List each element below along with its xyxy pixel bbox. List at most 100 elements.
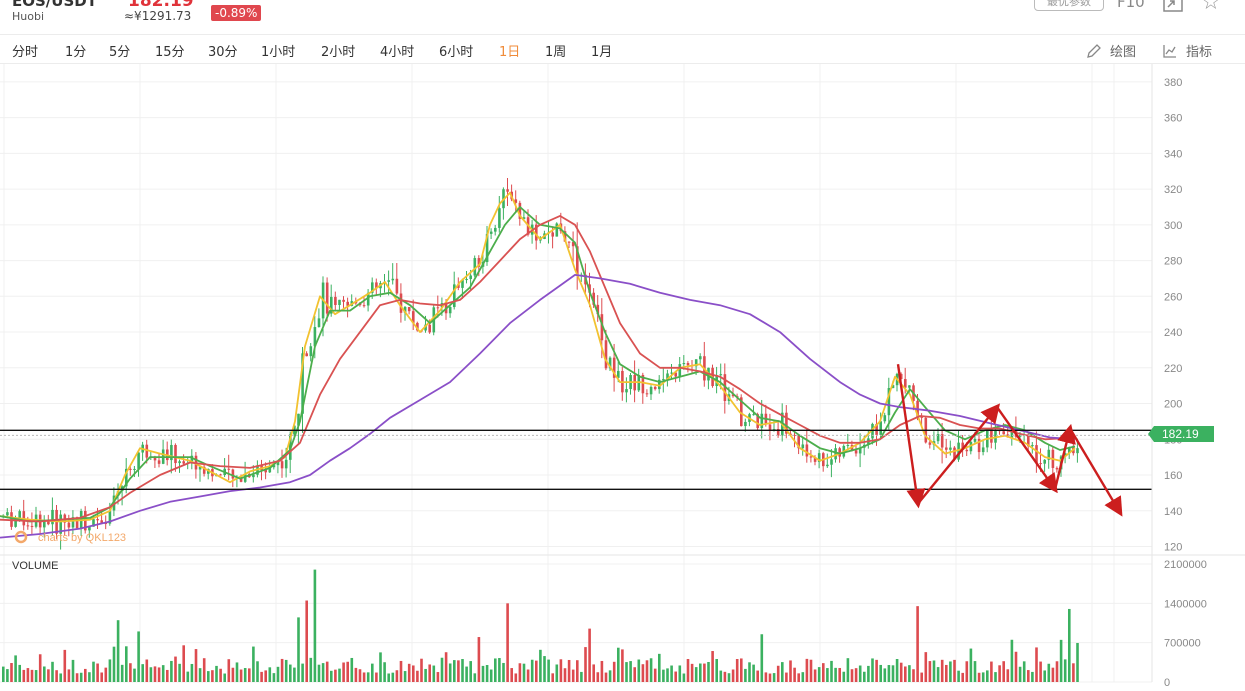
candle-body	[88, 526, 91, 531]
candle-body	[436, 307, 440, 309]
volume-bar	[920, 672, 923, 682]
tab-timeframe-1m[interactable]: 1分	[65, 45, 87, 60]
price-tick-label: 360	[1164, 113, 1182, 125]
candle-body	[334, 296, 337, 305]
volume-bar	[883, 668, 887, 682]
volume-bar	[945, 664, 948, 682]
candle-body	[14, 518, 17, 527]
candle-body	[719, 374, 723, 376]
change-badge: -0.89%	[211, 5, 262, 21]
volume-bar	[678, 665, 682, 682]
candle-body	[387, 280, 390, 282]
volume-bar	[961, 672, 964, 682]
volume-bar	[797, 673, 800, 682]
candle-body	[961, 442, 964, 450]
volume-bar	[842, 671, 846, 682]
tab-timeframe-fenshi[interactable]: 分时	[12, 45, 39, 60]
candlestick-chart[interactable]: 1201401601802002202402602803003203403603…	[0, 64, 1245, 691]
candle-body	[567, 241, 571, 243]
volume-bar	[161, 665, 165, 682]
line-chart-icon	[1163, 44, 1176, 58]
candle-body	[47, 520, 50, 525]
volume-bar	[998, 665, 1001, 682]
ma-line-purple	[0, 274, 1076, 539]
volume-bar	[932, 660, 936, 682]
volume-bar	[379, 652, 382, 682]
candle-body	[678, 364, 682, 377]
volume-bar	[580, 671, 583, 682]
volume-bar	[666, 668, 669, 682]
candle-body	[625, 389, 628, 393]
candle-body	[617, 370, 620, 378]
candle-body	[592, 292, 595, 305]
volume-bar	[116, 620, 120, 682]
tab-timeframe-1h[interactable]: 1小时	[261, 45, 296, 60]
volume-bar	[338, 668, 341, 682]
volume-label: VOLUME	[12, 560, 58, 572]
volume-bar	[1039, 661, 1042, 682]
annotation-arrow	[1068, 427, 1123, 517]
volume-bar	[403, 671, 407, 682]
candle-body	[243, 474, 247, 482]
tab-timeframe-1mo[interactable]: 1月	[591, 45, 613, 60]
tab-timeframe-30m[interactable]: 30分	[208, 45, 238, 60]
candle-body	[75, 517, 79, 529]
tab-timeframe-5m[interactable]: 5分	[109, 45, 131, 60]
volume-tick-label: 700000	[1164, 638, 1201, 650]
tab-timeframe-1w[interactable]: 1周	[545, 45, 567, 60]
candle-body	[297, 413, 300, 426]
candle-body	[1018, 435, 1022, 437]
last-price: 182.19	[128, 0, 194, 11]
volume-bar	[846, 658, 850, 682]
volume-bar	[481, 665, 485, 682]
ma-line-green	[0, 206, 1076, 523]
indicator-button[interactable]: 指标	[1162, 41, 1212, 60]
favorite-star-icon[interactable]: ☆	[1201, 0, 1221, 15]
volume-bar	[354, 667, 358, 682]
f10-button[interactable]: F10	[1117, 0, 1145, 11]
candle-body	[92, 519, 95, 527]
candle-body	[776, 429, 780, 436]
volume-bar	[805, 658, 809, 682]
candle-body	[129, 468, 132, 470]
candle-body	[752, 414, 755, 416]
tab-timeframe-6h[interactable]: 6小时	[439, 45, 474, 60]
reference-lines	[0, 429, 1152, 491]
volume-bar	[1076, 642, 1079, 682]
candle-body	[920, 416, 923, 418]
price-axis: 1201401601802002202402602803003203403603…	[0, 64, 1245, 682]
volume-bar	[887, 665, 891, 682]
volume-bar	[461, 659, 464, 682]
candle-body	[1068, 447, 1071, 454]
volume-bar	[71, 659, 75, 682]
tab-timeframe-15m[interactable]: 15分	[155, 45, 185, 60]
volume-bar	[809, 659, 813, 682]
volume-bar	[494, 658, 497, 682]
pencil-icon	[1087, 43, 1101, 58]
tab-timeframe-1d[interactable]: 1日	[499, 45, 521, 60]
volume-bar	[637, 659, 641, 682]
volume-bar	[190, 663, 194, 682]
volume-bar	[543, 656, 546, 682]
candle-body	[576, 246, 579, 276]
volume-bar	[477, 637, 481, 682]
volume-bar	[953, 659, 956, 682]
candle-body	[658, 379, 661, 390]
tab-timeframe-2h[interactable]: 2小时	[321, 45, 356, 60]
volume-bar	[752, 664, 755, 682]
draw-tool-button[interactable]: 绘图	[1086, 41, 1136, 60]
optimal-params-button[interactable]: 最优参数	[1034, 0, 1104, 11]
tab-timeframe-4h[interactable]: 4小时	[380, 45, 415, 60]
annotation-arrow	[917, 403, 1001, 505]
volume-bar	[428, 664, 431, 682]
candle-body	[600, 314, 604, 341]
expand-icon[interactable]	[1162, 0, 1184, 12]
candle-body	[887, 388, 891, 416]
volume-bar	[526, 669, 530, 682]
candle-body	[268, 467, 272, 473]
candle-body	[891, 385, 895, 389]
candle-body	[949, 447, 952, 450]
volume-bar	[1035, 647, 1038, 682]
volume-bar	[51, 661, 54, 682]
candle-body	[133, 468, 136, 470]
